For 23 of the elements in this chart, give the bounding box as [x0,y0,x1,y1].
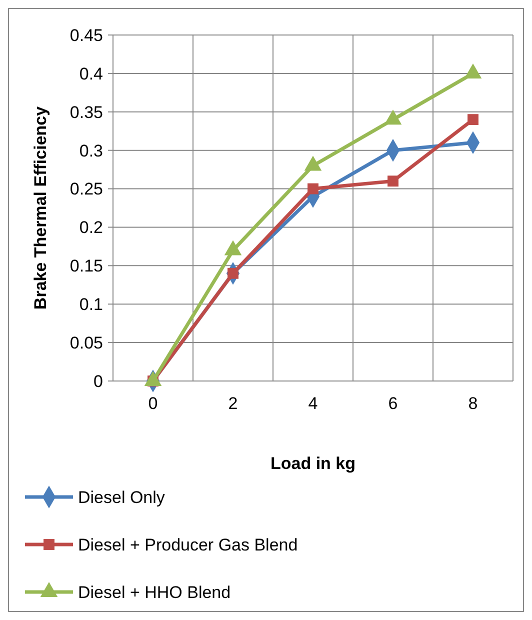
legend-label: Diesel + HHO Blend [78,582,231,602]
y-tick-label: 0.25 [70,180,103,199]
x-axis-title: Load in kg [270,454,356,473]
y-tick-label: 0.05 [70,334,103,353]
y-tick-label: 0.45 [70,26,103,45]
y-tick-label: 0.4 [79,64,103,84]
point [308,183,318,194]
legend-label: Diesel Only [78,488,166,507]
y-tick-label: 0.35 [70,102,103,122]
y-tick-label: 0.1 [79,295,103,314]
x-tick-label: 8 [468,394,478,413]
y-tick-label: 0.15 [70,256,103,276]
x-tick-label: 6 [388,394,398,413]
x-tick-label: 2 [228,394,238,413]
point [388,176,398,187]
point [468,114,478,126]
x-tick-label: 0 [148,394,158,413]
legend-label: Diesel + Producer Gas Blend [78,535,298,554]
y-tick-label: 0 [94,372,103,391]
y-axis-title: Brake Thermal Efficiency [31,106,50,310]
x-tick-label: 4 [308,394,318,413]
y-tick-label: 0.2 [79,218,103,238]
y-tick-label: 0.3 [79,141,103,160]
